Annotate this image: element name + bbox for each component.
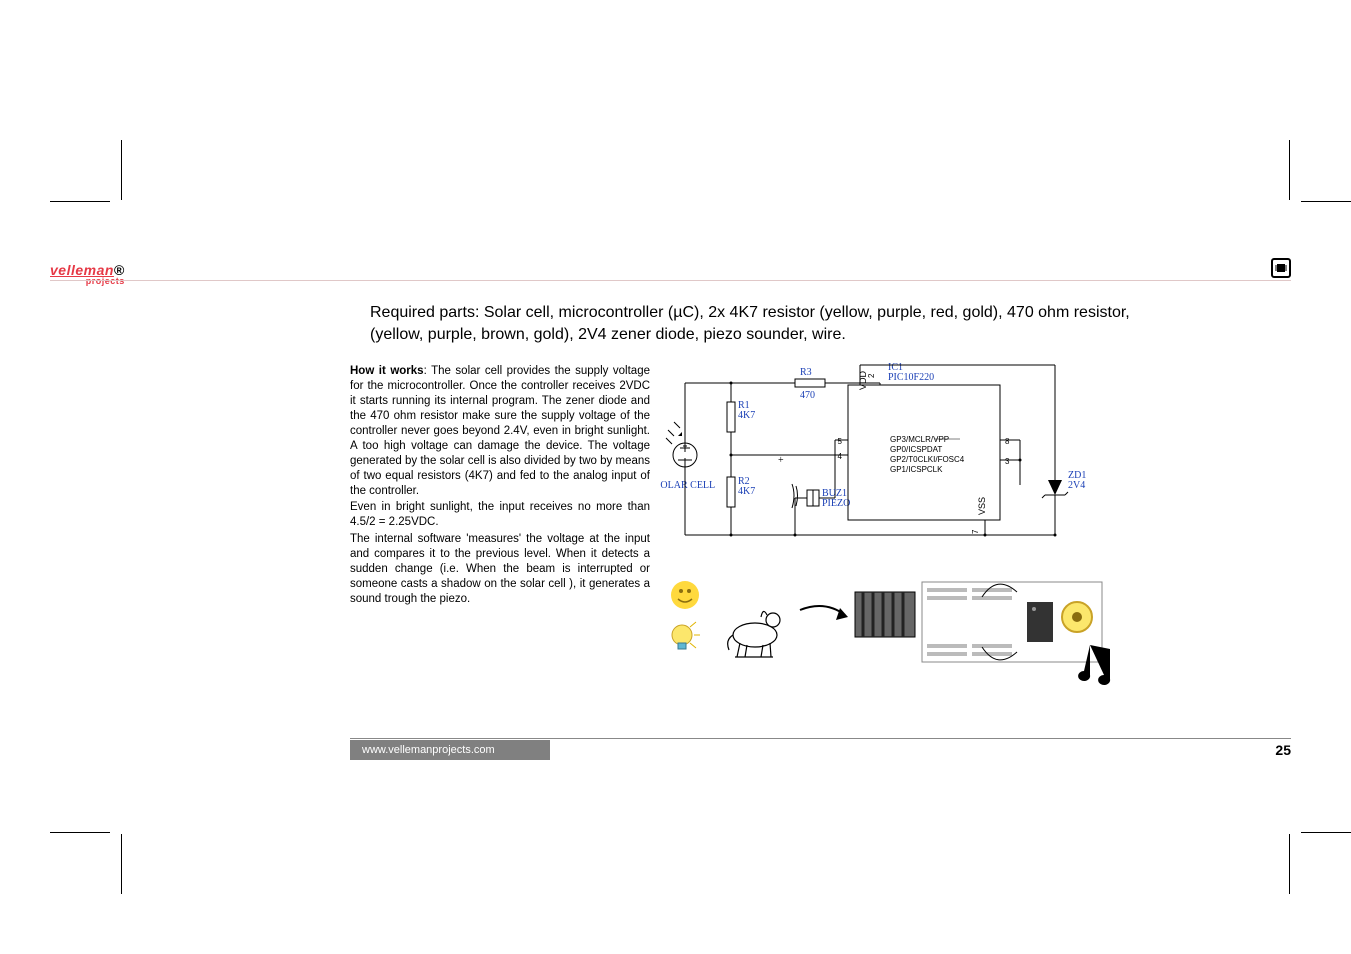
label-r3-val: 470 bbox=[800, 390, 815, 401]
label-gp0: GP0/ICSPDAT bbox=[890, 445, 942, 454]
label-r1-val: 4K7 bbox=[738, 410, 755, 421]
body-p1: : The solar cell provides the supply vol… bbox=[350, 365, 650, 497]
required-parts-text: Required parts: Solar cell, microcontrol… bbox=[370, 302, 1150, 345]
label-zd1-val: 2V4 bbox=[1068, 480, 1085, 491]
label-buz1-val: PIEZO bbox=[822, 498, 850, 509]
label-ic1-val: PIC10F220 bbox=[888, 372, 934, 383]
pin-3: 3 bbox=[1005, 457, 1010, 466]
body-p2: Even in bright sunlight, the input recei… bbox=[350, 501, 650, 528]
pin-2: 2 bbox=[867, 373, 876, 378]
section-title: How it works bbox=[350, 365, 424, 377]
label-r3-ref: R3 bbox=[800, 367, 812, 378]
label-r2-val: 4K7 bbox=[738, 486, 755, 497]
label-gp3: GP3/MCLR/VPP bbox=[890, 435, 949, 444]
how-it-works-section: How it works: The solar cell provides th… bbox=[350, 364, 650, 607]
label-plus: + bbox=[778, 455, 784, 466]
pin-4: 4 bbox=[838, 452, 843, 461]
label-solar-cell: SOLAR CELL bbox=[660, 480, 715, 491]
concept-illustration bbox=[660, 570, 1150, 690]
pin-8: 8 bbox=[1005, 437, 1010, 446]
label-gp1: GP1/ICSPCLK bbox=[890, 465, 943, 474]
pin-7: 7 bbox=[971, 529, 980, 534]
page-number: 25 bbox=[1275, 742, 1291, 758]
label-vss: VSS bbox=[977, 497, 987, 515]
circuit-schematic: SOLAR CELL R1 4K7 R2 4K7 + bbox=[660, 360, 1160, 560]
chip-icon bbox=[1271, 258, 1291, 278]
footer-url: www.vellemanprojects.com bbox=[350, 740, 550, 760]
body-p3: The internal software 'measures' the vol… bbox=[350, 533, 650, 605]
header-divider bbox=[50, 280, 1291, 281]
brand-logo: velleman® projects bbox=[50, 262, 125, 286]
label-gp2: GP2/T0CLKI/FOSC4 bbox=[890, 455, 965, 464]
document-page: velleman® projects Required parts: Solar… bbox=[0, 0, 1351, 954]
pin-5: 5 bbox=[838, 437, 843, 446]
footer-divider bbox=[350, 738, 1291, 739]
